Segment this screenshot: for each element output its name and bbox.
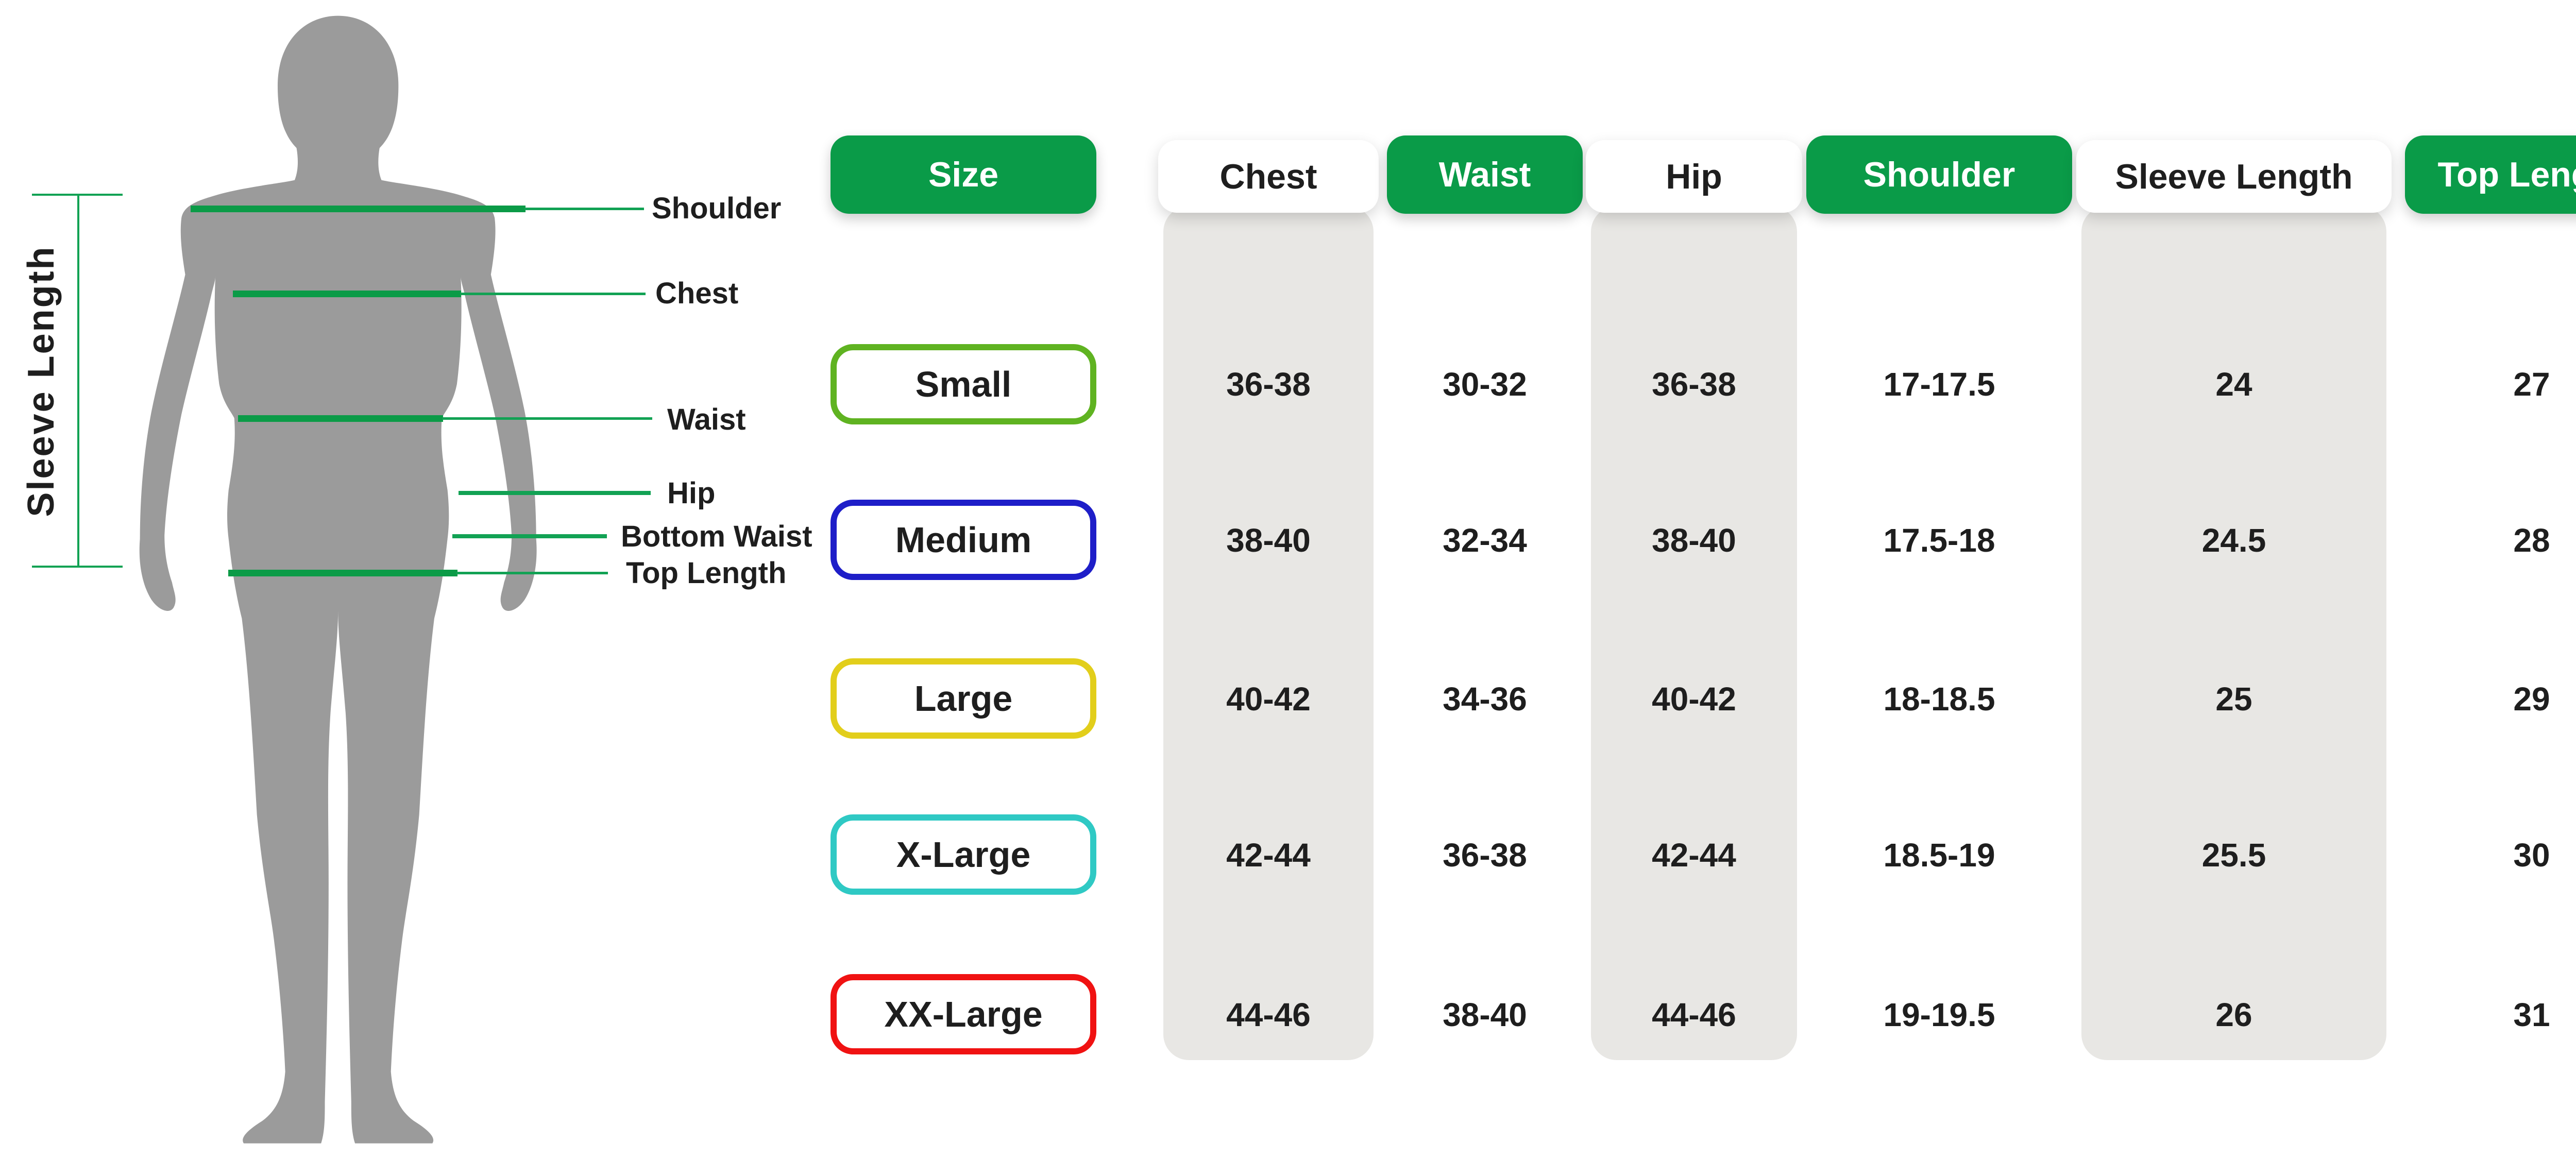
sleeve-length-bracket-cap-bottom (32, 566, 123, 568)
size-button-xx-large[interactable]: XX-Large (831, 974, 1096, 1054)
column-top-length: Top Length 27 28 29 30 31 (2405, 0, 2576, 1159)
hip-column-stripe (1591, 206, 1797, 1060)
shoulder-column-header: Shoulder (1806, 135, 2072, 214)
cell-small-sleeve-length: 24 (2215, 366, 2252, 403)
shoulder-measure-line (191, 206, 526, 212)
cell-x-large-hip: 42-44 (1652, 837, 1736, 874)
cell-small-hip: 36-38 (1652, 366, 1736, 403)
column-chest: Chest 36-38 38-40 40-42 42-44 44-46 (1158, 0, 1379, 1159)
cell-xx-large-shoulder: 19-19.5 (1883, 996, 1995, 1033)
cell-small-shoulder: 17-17.5 (1883, 366, 1995, 403)
chest-column-header: Chest (1158, 140, 1379, 213)
size-column-header: Size (831, 135, 1096, 214)
waist-column-header: Waist (1387, 135, 1583, 214)
size-button-large[interactable]: Large (831, 658, 1096, 739)
top-length-measure-line (228, 570, 457, 576)
top-length-column-header: Top Length (2405, 135, 2576, 214)
cell-xx-large-sleeve-length: 26 (2215, 996, 2252, 1033)
waist-measure-line (238, 415, 443, 422)
bottom-waist-label: Bottom Waist (621, 520, 812, 553)
cell-small-waist: 30-32 (1443, 366, 1527, 403)
cell-x-large-top-length: 30 (2513, 837, 2550, 874)
cell-medium-top-length: 28 (2513, 522, 2550, 559)
bottom-waist-leader-line (452, 534, 607, 538)
human-silhouette (139, 15, 537, 1144)
shoulder-leader-line (524, 208, 644, 210)
cell-small-chest: 36-38 (1226, 366, 1311, 403)
cell-xx-large-hip: 44-46 (1652, 996, 1736, 1033)
sleeve-length-column-header: Sleeve Length (2076, 140, 2392, 213)
column-sleeve-length: Sleeve Length 24 24.5 25 25.5 26 (2076, 0, 2392, 1159)
cell-large-hip: 40-42 (1652, 680, 1736, 718)
cell-large-chest: 40-42 (1226, 680, 1311, 718)
hip-label: Hip (667, 476, 716, 510)
chest-column-stripe (1163, 206, 1374, 1060)
waist-label: Waist (667, 403, 746, 436)
cell-large-waist: 34-36 (1443, 680, 1527, 718)
sleeve-length-bracket-cap-top (32, 194, 123, 196)
hip-column-header: Hip (1586, 140, 1802, 213)
cell-x-large-shoulder: 18.5-19 (1883, 837, 1995, 874)
cell-small-top-length: 27 (2513, 366, 2550, 403)
shoulder-label: Shoulder (652, 192, 782, 225)
chest-leader-line (460, 293, 646, 295)
column-waist: Waist 30-32 32-34 34-36 36-38 38-40 (1387, 0, 1583, 1159)
cell-xx-large-chest: 44-46 (1226, 996, 1311, 1033)
hip-leader-line (459, 491, 651, 495)
waist-leader-line (442, 417, 652, 420)
chest-measure-line (233, 291, 461, 297)
column-shoulder: Shoulder 17-17.5 17.5-18 18-18.5 18.5-19… (1806, 0, 2072, 1159)
cell-medium-chest: 38-40 (1226, 522, 1311, 559)
cell-medium-sleeve-length: 24.5 (2201, 522, 2266, 559)
cell-x-large-sleeve-length: 25.5 (2201, 837, 2266, 874)
cell-medium-shoulder: 17.5-18 (1883, 522, 1995, 559)
cell-xx-large-waist: 38-40 (1443, 996, 1527, 1033)
column-size: Size Small Medium Large X-Large XX-Large (831, 0, 1096, 1159)
cell-large-shoulder: 18-18.5 (1883, 680, 1995, 718)
chest-label: Chest (655, 277, 739, 310)
cell-x-large-waist: 36-38 (1443, 837, 1527, 874)
cell-x-large-chest: 42-44 (1226, 837, 1311, 874)
cell-large-top-length: 29 (2513, 680, 2550, 718)
sleeve-length-column-stripe (2081, 206, 2386, 1060)
size-button-medium[interactable]: Medium (831, 500, 1096, 580)
cell-large-sleeve-length: 25 (2215, 680, 2252, 718)
column-hip: Hip 36-38 38-40 40-42 42-44 44-46 (1586, 0, 1802, 1159)
cell-medium-waist: 32-34 (1443, 522, 1527, 559)
top-length-label: Top Length (626, 556, 787, 590)
top-length-leader-line (456, 572, 608, 574)
size-button-x-large[interactable]: X-Large (831, 814, 1096, 895)
cell-medium-hip: 38-40 (1652, 522, 1736, 559)
cell-xx-large-top-length: 31 (2513, 996, 2550, 1033)
sleeve-length-bracket-line (77, 195, 79, 567)
size-button-small[interactable]: Small (831, 344, 1096, 424)
